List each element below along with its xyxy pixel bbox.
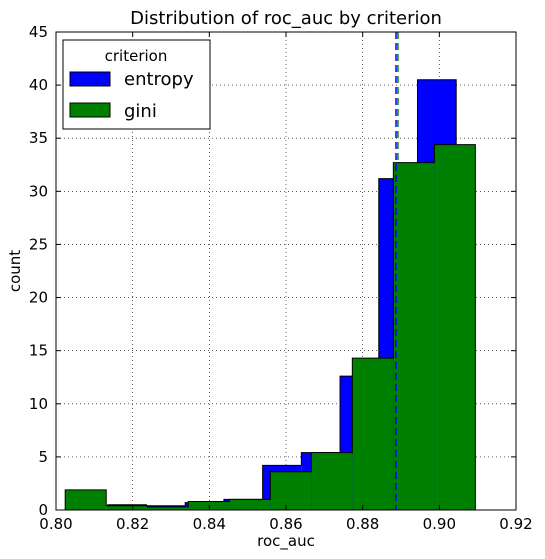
- legend-label-gini: gini: [124, 101, 157, 122]
- legend-swatch-gini: [69, 102, 111, 118]
- x-tick-label: 0.90: [423, 515, 456, 533]
- y-tick-label: 40: [29, 76, 48, 94]
- x-tick-label: 0.80: [39, 515, 72, 533]
- bar-gini: [106, 505, 148, 510]
- bar-gini: [270, 471, 312, 510]
- bar-gini: [147, 506, 189, 510]
- y-tick-label: 35: [29, 129, 48, 147]
- y-tick-label: 5: [38, 448, 48, 466]
- series-gini: [64, 144, 476, 511]
- y-tick-label: 0: [38, 501, 48, 519]
- bar-gini: [352, 358, 394, 510]
- bar-gini: [65, 489, 107, 510]
- legend-swatch-entropy: [69, 71, 111, 87]
- histogram-outline-gini: [64, 144, 476, 510]
- y-tick-label: 25: [29, 235, 48, 253]
- x-tick-label: 0.84: [193, 515, 226, 533]
- y-tick-label: 20: [29, 289, 48, 307]
- y-tick-label: 30: [29, 182, 48, 200]
- y-axis-label: count: [6, 250, 24, 292]
- mean-lines: [395, 32, 399, 510]
- y-tick-label: 45: [29, 23, 48, 41]
- x-tick-label: 0.88: [346, 515, 379, 533]
- legend-label-entropy: entropy: [124, 69, 194, 90]
- legend-title: criterion: [105, 47, 168, 65]
- bar-gini: [311, 452, 353, 510]
- bar-gini: [229, 499, 271, 510]
- y-tick-label: 15: [29, 342, 48, 360]
- bar-gini: [393, 162, 435, 511]
- x-tick-label: 0.92: [499, 515, 532, 533]
- bars-layer: [64, 79, 476, 511]
- x-tick-label: 0.82: [116, 515, 149, 533]
- x-axis-label: roc_auc: [257, 532, 315, 551]
- legend: criterion entropy gini: [62, 39, 211, 130]
- axis-ticks: 0.80 0.82 0.84 0.86 0.88 0.90 0.92 0 5 10 15 20 25 30…: [29, 23, 533, 533]
- bar-gini: [188, 501, 230, 510]
- bar-gini: [434, 144, 476, 510]
- chart-title: Distribution of roc_auc by criterion: [130, 8, 442, 29]
- y-tick-label: 10: [29, 395, 48, 413]
- x-tick-label: 0.86: [269, 515, 302, 533]
